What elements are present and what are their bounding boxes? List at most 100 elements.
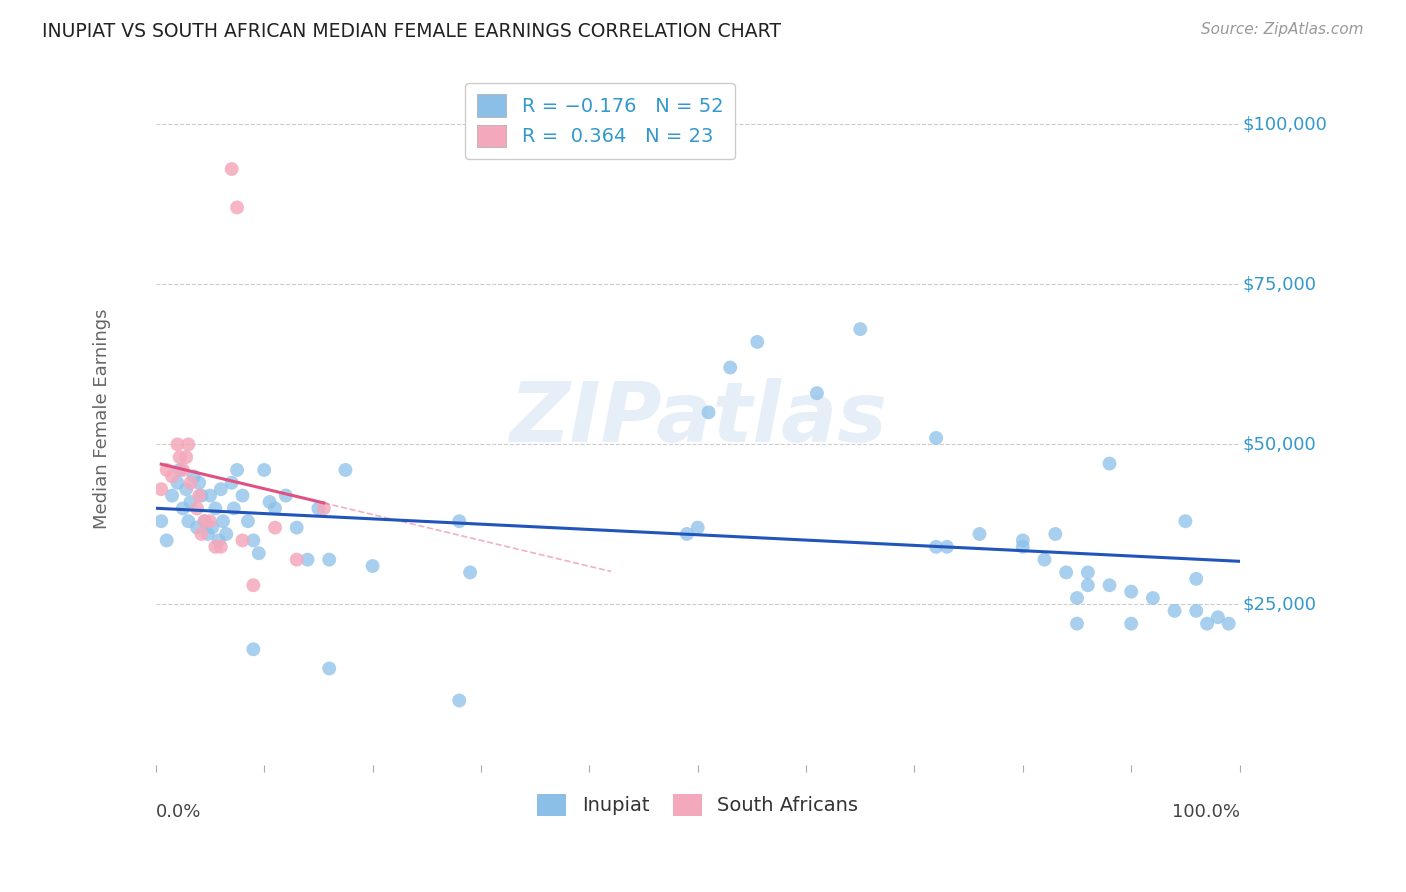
Point (259, 495, 281, 509)
Point (849, 322, 872, 336)
Point (1121, 584, 1143, 599)
Point (1174, 514, 1197, 528)
Point (285, 520, 308, 534)
Point (718, 360, 741, 375)
Text: Source: ZipAtlas.com: Source: ZipAtlas.com (1201, 22, 1364, 37)
Point (925, 431, 948, 445)
Point (150, 514, 173, 528)
Point (1011, 533, 1033, 548)
Point (312, 501, 335, 516)
Point (969, 527, 991, 541)
Point (297, 552, 319, 566)
Point (177, 514, 200, 528)
Point (231, 533, 253, 548)
Point (179, 475, 201, 490)
Point (194, 514, 217, 528)
Text: ZIPatlas: ZIPatlas (509, 378, 887, 459)
Point (264, 501, 287, 516)
Point (201, 520, 224, 534)
Point (209, 540, 232, 554)
Point (198, 489, 221, 503)
Point (1033, 552, 1056, 566)
Point (264, 520, 287, 534)
Point (1218, 616, 1240, 631)
Point (242, 533, 264, 548)
Point (1066, 591, 1088, 605)
Point (186, 501, 208, 516)
Point (188, 475, 211, 490)
Point (1045, 527, 1067, 541)
Point (686, 520, 709, 534)
Point (215, 527, 238, 541)
Text: Median Female Earnings: Median Female Earnings (93, 309, 111, 529)
Point (1077, 578, 1099, 592)
Point (1011, 540, 1033, 554)
Text: 100.0%: 100.0% (1171, 803, 1240, 821)
Point (190, 527, 212, 541)
Point (172, 463, 194, 477)
Point (285, 552, 308, 566)
Point (697, 405, 720, 419)
Text: $75,000: $75,000 (1243, 276, 1317, 293)
Text: $50,000: $50,000 (1243, 435, 1316, 453)
Point (747, 334, 769, 349)
Point (307, 501, 329, 516)
Text: 0.0%: 0.0% (156, 803, 201, 821)
Legend: Inupiat, South Africans: Inupiat, South Africans (529, 786, 866, 824)
Point (156, 463, 179, 477)
Point (208, 533, 231, 548)
Point (212, 514, 235, 528)
Point (209, 482, 232, 496)
Point (190, 489, 212, 503)
Point (179, 495, 201, 509)
Point (194, 514, 217, 528)
Point (204, 540, 226, 554)
Point (221, 475, 243, 490)
Point (247, 546, 270, 560)
Point (222, 501, 245, 516)
Point (1197, 616, 1219, 631)
Text: $25,000: $25,000 (1243, 596, 1317, 614)
Point (1185, 572, 1208, 586)
Point (335, 463, 357, 477)
Point (1098, 457, 1121, 471)
Point (1142, 591, 1164, 605)
Point (174, 482, 197, 496)
Point (806, 386, 828, 401)
Point (458, 566, 481, 580)
Text: INUPIAT VS SOUTH AFRICAN MEDIAN FEMALE EARNINGS CORRELATION CHART: INUPIAT VS SOUTH AFRICAN MEDIAN FEMALE E… (42, 22, 782, 41)
Point (1066, 616, 1088, 631)
Point (242, 642, 264, 657)
Point (177, 437, 200, 451)
Point (449, 693, 471, 707)
Point (1077, 566, 1099, 580)
Point (169, 463, 191, 477)
Point (1098, 578, 1121, 592)
Point (1206, 610, 1229, 624)
Point (318, 552, 340, 566)
Point (253, 463, 276, 477)
Point (231, 489, 253, 503)
Point (936, 540, 959, 554)
Point (226, 201, 249, 215)
Point (676, 527, 699, 541)
Point (221, 161, 243, 176)
Point (925, 540, 948, 554)
Point (183, 469, 205, 483)
Point (160, 469, 183, 483)
Point (1185, 604, 1208, 618)
Point (166, 475, 188, 490)
Point (226, 463, 249, 477)
Point (236, 514, 259, 528)
Point (1121, 616, 1143, 631)
Point (166, 437, 188, 451)
Point (242, 578, 264, 592)
Point (188, 489, 211, 503)
Point (172, 501, 194, 516)
Point (361, 559, 384, 574)
Point (1163, 604, 1185, 618)
Point (174, 450, 197, 465)
Point (197, 527, 219, 541)
Point (1054, 566, 1077, 580)
Point (160, 489, 183, 503)
